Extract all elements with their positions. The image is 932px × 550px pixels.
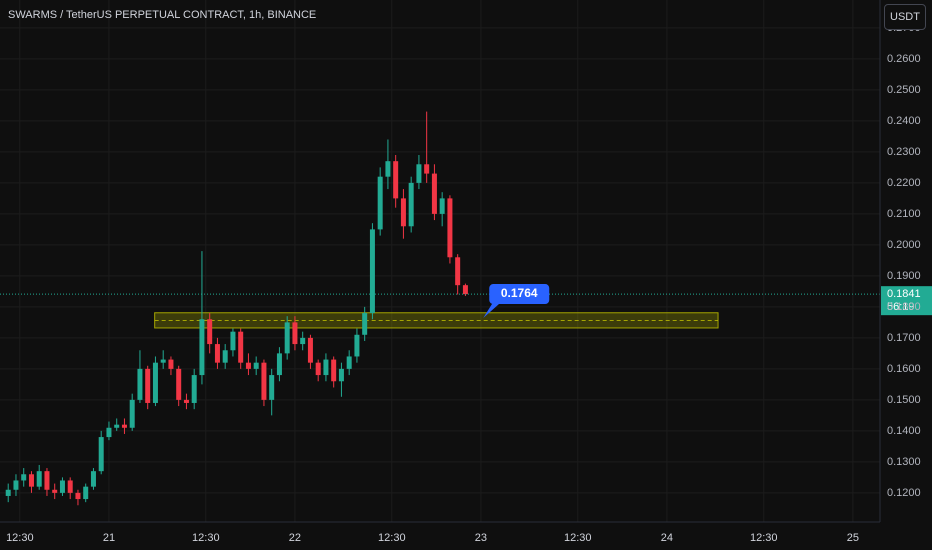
y-tick-label: 0.2400 [887, 115, 921, 127]
candle-body [346, 356, 352, 369]
candle-body [385, 161, 391, 177]
candle-body [137, 368, 143, 400]
x-tick-label: 12:30 [750, 532, 778, 544]
candle-body [36, 471, 42, 487]
candle-body [377, 176, 383, 230]
x-tick-label: 23 [475, 532, 487, 544]
candle-body [98, 437, 104, 472]
candle-body [331, 359, 337, 382]
y-tick-label: 0.2000 [887, 239, 921, 251]
candle-body [431, 173, 437, 214]
candle-body [338, 368, 344, 382]
candle-body [75, 492, 81, 500]
x-tick-label: 12:30 [378, 532, 406, 544]
candle-body [400, 198, 406, 227]
candle-body [129, 399, 135, 428]
callout-pointer [483, 302, 502, 319]
countdown-label: 56:19 [887, 301, 915, 313]
y-tick-label: 0.2100 [887, 208, 921, 220]
candle-body [13, 480, 19, 490]
candle-body [323, 359, 329, 376]
candle-body [5, 489, 11, 496]
candle-body [300, 337, 306, 345]
candle-body [183, 399, 189, 403]
candle-body [462, 285, 468, 295]
candle-body [44, 471, 50, 490]
candle-body [269, 375, 275, 400]
candle-body [284, 322, 290, 354]
y-tick-label: 0.1700 [887, 332, 921, 344]
candle-body [67, 480, 73, 493]
x-tick-label: 22 [289, 532, 301, 544]
candle-body [455, 257, 461, 286]
candle-body [152, 362, 158, 403]
candle-body [168, 359, 174, 369]
last-price-label: 0.1841 [887, 288, 921, 300]
candle-body [121, 424, 127, 428]
y-tick-label: 0.1200 [887, 487, 921, 499]
candle-body [59, 480, 65, 493]
y-tick-label: 0.2200 [887, 177, 921, 189]
candle-body [106, 427, 112, 438]
x-tick-label: 12:30 [564, 532, 592, 544]
candle-body [230, 331, 236, 351]
candle-body [114, 424, 120, 428]
candle-body [222, 350, 228, 363]
candle-body [176, 368, 182, 400]
candle-body [354, 334, 360, 357]
candle-body [315, 362, 321, 376]
y-tick-label: 0.2600 [887, 53, 921, 65]
y-tick-label: 0.1600 [887, 363, 921, 375]
x-tick-label: 12:30 [6, 532, 34, 544]
candle-body [439, 198, 445, 214]
candle-body [369, 229, 375, 314]
y-tick-label: 0.1300 [887, 456, 921, 468]
candle-body [160, 359, 166, 363]
candle-body [393, 161, 399, 199]
callout-box [489, 284, 550, 305]
x-tick-label: 21 [103, 532, 115, 544]
candle-body [253, 362, 259, 369]
y-tick-label: 0.1900 [887, 270, 921, 282]
candle-body [276, 353, 282, 376]
candle-body [362, 313, 368, 335]
candle-body [307, 337, 313, 363]
chart-title: SWARMS / TetherUS PERPETUAL CONTRACT, 1h… [8, 9, 316, 21]
callout-label: 0.1764 [501, 286, 538, 300]
y-tick-label: 0.2500 [887, 84, 921, 96]
candle-body [83, 486, 89, 500]
y-tick-label: 0.1400 [887, 425, 921, 437]
candle-body [416, 164, 422, 183]
x-tick-label: 12:30 [192, 532, 220, 544]
candle-body [261, 362, 267, 400]
candle-body [21, 474, 27, 481]
candle-body [207, 319, 213, 345]
candle-body [447, 198, 453, 258]
candle-body [145, 368, 151, 403]
candle-body [424, 164, 430, 174]
currency-button[interactable]: USDT [884, 4, 926, 30]
candle-body [408, 182, 414, 227]
candle-body [199, 319, 205, 376]
x-tick-label: 25 [847, 532, 859, 544]
candle-body [292, 322, 298, 345]
y-tick-label: 0.1500 [887, 394, 921, 406]
candle-body [245, 362, 251, 369]
x-tick-label: 24 [661, 532, 673, 544]
candle-body [191, 375, 197, 403]
y-tick-label: 0.2300 [887, 146, 921, 158]
last-price-box [881, 286, 932, 316]
candle-body [52, 489, 58, 493]
candle-body [28, 474, 34, 487]
candle-body [90, 471, 96, 487]
y-tick-label: 0.1800 [887, 301, 921, 313]
candle-body [214, 344, 220, 363]
candle-body [238, 331, 244, 363]
